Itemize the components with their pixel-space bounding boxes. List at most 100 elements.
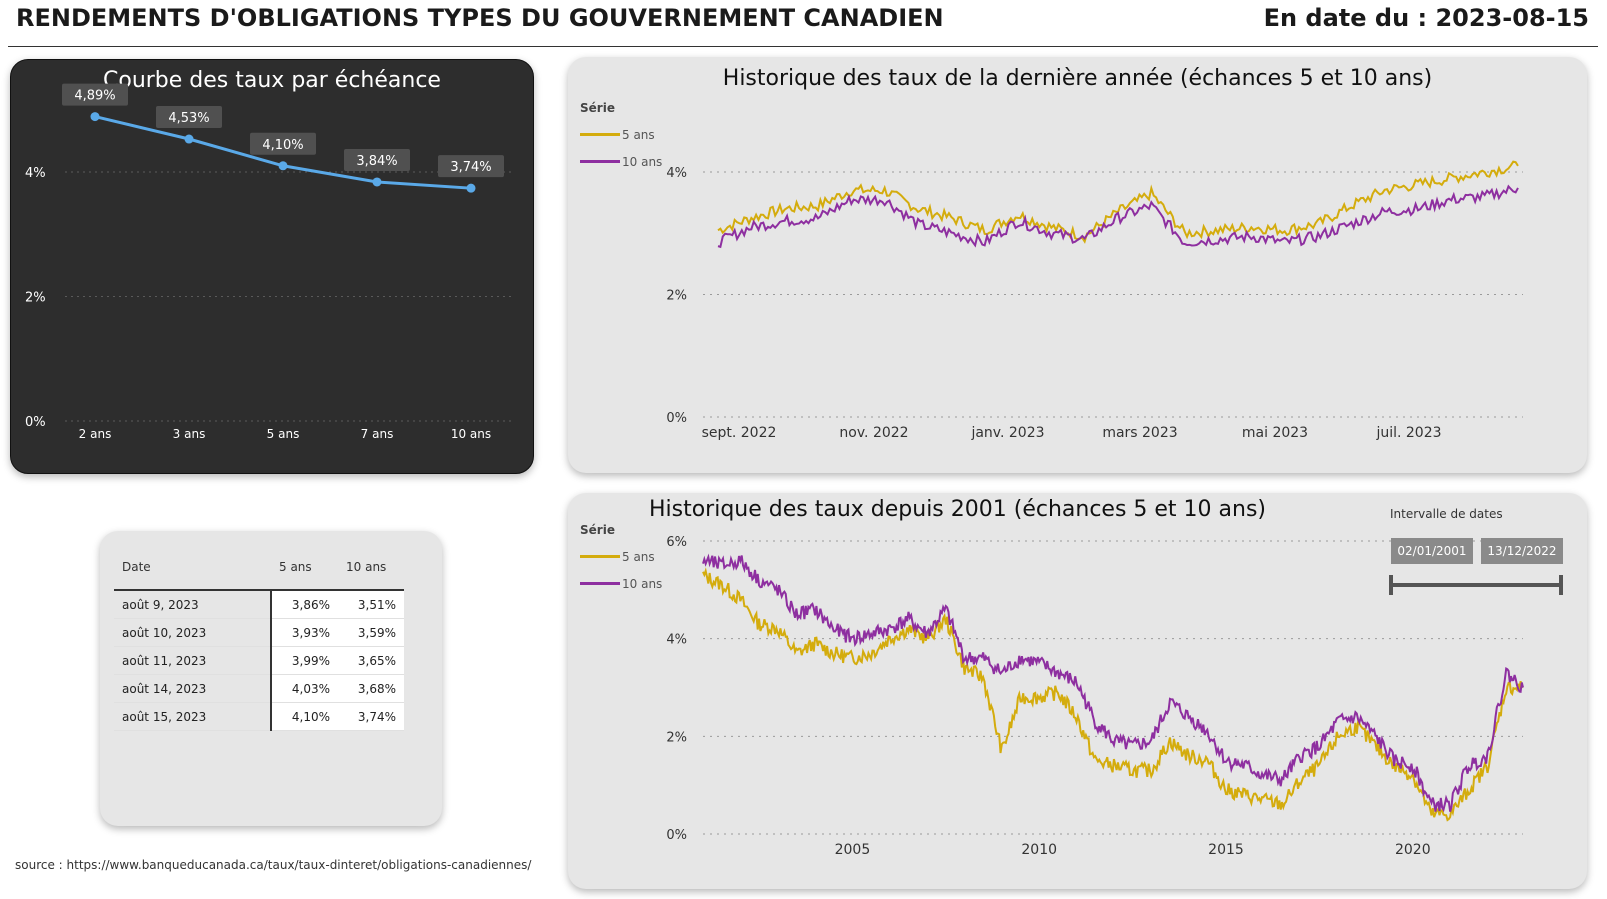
source-link[interactable]: source : https://www.banqueducanada.ca/t… [15,858,532,872]
legend-swatch-10y [580,160,620,163]
data-label-bg [344,148,410,171]
date-range-start-handle[interactable] [1389,575,1393,595]
y-tick-label: 2% [666,730,687,745]
data-label: 3,84% [356,154,397,169]
table-row[interactable]: août 11, 2023 3,99% 3,65% [114,646,404,675]
cell-date: août 9, 2023 [114,590,272,619]
cell-5y: 4,03% [271,674,338,703]
data-label: 4,10% [262,138,303,153]
x-tick-label: sept. 2022 [702,425,777,441]
history-1y-chart[interactable]: 0% 2% 4% sept. 2022 nov. 2022 janv. 2023 mars … [568,57,1587,473]
y-tick-label: 0% [666,828,687,843]
data-label: 4,89% [74,89,115,104]
date-range-start[interactable]: 02/01/2001 [1391,538,1473,564]
data-label-bg [62,83,128,106]
legend-label-5y: 5 ans [622,127,655,142]
y-tick-label: 2% [25,291,46,306]
curve-point [90,112,100,122]
data-label: 4,53% [168,111,209,126]
date-range-label: Intervalle de dates [1390,507,1503,521]
history-2001-chart[interactable]: 0% 2% 4% 6% 2005 2010 2015 2020 [568,493,1587,889]
data-label-bg [156,106,222,129]
x-tick-label: nov. 2022 [839,425,908,441]
x-tick-label: 2015 [1208,842,1244,858]
series-line-5y [717,160,1519,244]
y-tick-label: 4% [25,166,46,181]
cell-date: août 11, 2023 [114,646,272,675]
data-label-bg [250,132,316,155]
yield-curve-card: Courbe des taux par échéance 0% 2% 4% 2 ans… [10,59,534,474]
column-header-date[interactable]: Date [114,549,271,591]
x-tick-label: 5 ans [267,427,300,441]
x-tick-label: 2005 [835,842,871,858]
curve-point [278,161,288,171]
series-line-5y [702,567,1524,822]
table-row[interactable]: août 9, 2023 3,86% 3,51% [114,590,404,619]
x-tick-label: 2020 [1395,842,1431,858]
curve-point [372,177,382,187]
y-tick-label: 6% [666,535,687,550]
legend-item-5y[interactable]: 5 ans [580,543,662,570]
x-tick-label: 3 ans [173,427,206,441]
table-header-row: Date 5 ans 10 ans [114,549,404,591]
recent-rates-table: Date 5 ans 10 ans août 9, 2023 3,86% 3,51%… [114,549,404,731]
cell-5y: 3,99% [271,646,338,675]
legend-label-10y: 10 ans [622,154,663,169]
header-divider [8,46,1598,47]
yield-curve-chart[interactable]: 0% 2% 4% 2 ans 3 ans 5 ans 7 ans 10 ans 4,89% 4,5… [11,60,533,473]
x-tick-label: 2010 [1021,842,1057,858]
history-1y-title: Historique des taux de la dernière année… [722,66,1433,91]
legend-label-10y: 10 ans [622,576,663,591]
cell-5y: 4,10% [271,702,338,731]
cell-date: août 10, 2023 [114,618,272,647]
x-tick-label: 2 ans [79,427,112,441]
page-title: RENDEMENTS D'OBLIGATIONS TYPES DU GOUVER… [16,4,944,32]
table-row[interactable]: août 10, 2023 3,93% 3,59% [114,618,404,647]
cell-10y: 3,51% [338,590,404,619]
x-tick-label: mars 2023 [1102,425,1177,441]
series-line-10y [702,553,1524,813]
cell-10y: 3,68% [338,674,404,703]
curve-point [184,134,194,144]
curve-point [466,183,476,193]
series-line-10y [717,184,1519,249]
legend-item-10y[interactable]: 10 ans [580,570,662,597]
cell-10y: 3,65% [338,646,404,675]
y-tick-label: 4% [666,633,687,648]
yield-curve-title: Courbe des taux par échéance [103,68,441,93]
history-1y-card: Historique des taux de la dernière année… [568,57,1587,473]
history-2001-card: Historique des taux depuis 2001 (échance… [568,493,1587,889]
column-header-10y[interactable]: 10 ans [338,549,404,591]
x-tick-label: juil. 2023 [1375,425,1441,441]
legend-swatch-5y [580,555,620,558]
cell-date: août 15, 2023 [114,702,272,731]
recent-rates-card: Date 5 ans 10 ans août 9, 2023 3,86% 3,51%… [100,531,442,826]
column-header-5y[interactable]: 5 ans [271,549,338,591]
y-tick-label: 4% [666,166,687,181]
as-of-date: En date du : 2023-08-15 [1263,4,1589,32]
table-row[interactable]: août 14, 2023 4,03% 3,68% [114,674,404,703]
y-tick-label: 0% [666,411,687,426]
date-range-end-handle[interactable] [1559,575,1563,595]
legend-label-5y: 5 ans [622,549,655,564]
legend-title: Série [580,101,615,115]
cell-10y: 3,74% [338,702,404,731]
date-range-slider[interactable] [1391,583,1561,587]
x-tick-label: 10 ans [451,427,491,441]
history-2001-title: Historique des taux depuis 2001 (échance… [648,497,1267,522]
y-tick-label: 2% [666,289,687,304]
legend-item-10y[interactable]: 10 ans [580,148,662,175]
table-row[interactable]: août 15, 2023 4,10% 3,74% [114,702,404,731]
date-range-end[interactable]: 13/12/2022 [1481,538,1563,564]
legend-item-5y[interactable]: 5 ans [580,121,662,148]
legend-swatch-5y [580,133,620,136]
history-1y-legend: Série 5 ans 10 ans [580,101,662,175]
cell-date: août 14, 2023 [114,674,272,703]
legend-title: Série [580,523,615,537]
history-2001-legend: Série 5 ans 10 ans [580,523,662,597]
x-tick-label: 7 ans [361,427,394,441]
x-tick-label: janv. 2023 [970,425,1044,441]
data-label: 3,74% [450,160,491,175]
data-label-bg [438,155,504,178]
x-tick-label: mai 2023 [1242,425,1308,441]
